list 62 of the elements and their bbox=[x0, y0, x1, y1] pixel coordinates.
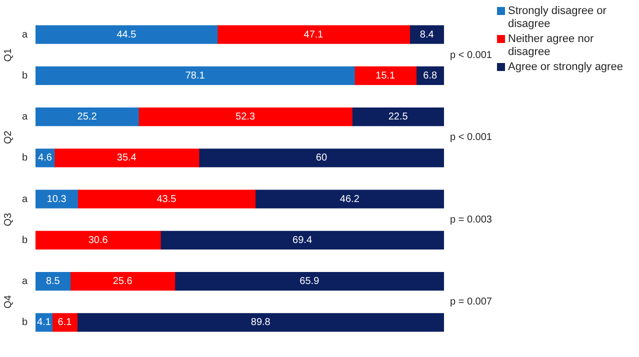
bar bbox=[36, 230, 161, 250]
bar bbox=[138, 107, 352, 126]
text: Q2 bbox=[2, 130, 14, 144]
data-label: 22.5 bbox=[388, 112, 408, 123]
bar bbox=[354, 66, 417, 86]
y-tick-label: a bbox=[22, 276, 28, 288]
data-label: 10.3 bbox=[46, 194, 67, 205]
text: p = 0.007 bbox=[450, 296, 492, 308]
data-label: 89.8 bbox=[250, 317, 271, 328]
data-label: 25.2 bbox=[77, 112, 98, 123]
data-label: 35.4 bbox=[116, 152, 137, 164]
data-label: 44.5 bbox=[116, 29, 137, 40]
data-label: 4.6 bbox=[38, 152, 52, 164]
bar bbox=[54, 148, 200, 168]
data-label: 6.8 bbox=[423, 70, 438, 82]
bar bbox=[198, 148, 444, 168]
bar bbox=[36, 272, 71, 291]
data-label: 60 bbox=[316, 152, 328, 164]
legend-label: Agree or strongly agree bbox=[508, 61, 623, 74]
y-tick-label: b bbox=[22, 317, 28, 328]
text: Q4 bbox=[2, 294, 14, 309]
data-label: 43.5 bbox=[156, 194, 177, 205]
text: p < 0.001 bbox=[450, 132, 492, 144]
data-label: 25.6 bbox=[112, 276, 133, 288]
data-label: 30.6 bbox=[88, 234, 108, 246]
data-label: 8.4 bbox=[420, 29, 434, 40]
y-tick-label: b bbox=[22, 234, 28, 246]
data-label: 46.2 bbox=[340, 194, 360, 205]
legend-label: Strongly disagree or disagree bbox=[508, 5, 608, 31]
bar bbox=[409, 25, 444, 44]
data-label: 47.1 bbox=[304, 29, 324, 40]
bar bbox=[36, 66, 355, 86]
bar bbox=[174, 272, 444, 291]
y-tick-label: b bbox=[22, 70, 28, 82]
text: Q1 bbox=[2, 48, 14, 62]
y-tick-label: a bbox=[22, 29, 28, 40]
data-label: 69.4 bbox=[292, 234, 312, 246]
bar bbox=[77, 190, 256, 208]
bar bbox=[36, 190, 78, 208]
text: Q3 bbox=[2, 212, 14, 226]
text: p = 0.003 bbox=[450, 214, 492, 226]
bar bbox=[216, 25, 410, 44]
data-label: 4.1 bbox=[36, 317, 52, 328]
y-tick-label: b bbox=[22, 152, 28, 164]
y-tick-label: a bbox=[22, 112, 28, 123]
bar bbox=[70, 272, 176, 291]
bar bbox=[36, 107, 139, 126]
bar bbox=[352, 107, 444, 126]
data-label: 52.3 bbox=[236, 112, 256, 123]
data-label: 6.1 bbox=[58, 317, 72, 328]
bar bbox=[52, 313, 78, 332]
data-label: 15.1 bbox=[376, 70, 396, 82]
data-label: 8.5 bbox=[46, 276, 60, 288]
data-label: 78.1 bbox=[185, 70, 206, 82]
bar bbox=[36, 25, 218, 44]
bar bbox=[76, 313, 444, 332]
bar bbox=[160, 230, 444, 250]
text: p < 0.001 bbox=[450, 50, 492, 61]
bar bbox=[254, 190, 444, 208]
legend-label: Neither agree nor disagree bbox=[508, 33, 595, 59]
y-tick-label: a bbox=[22, 194, 28, 205]
data-label: 65.9 bbox=[300, 276, 320, 288]
